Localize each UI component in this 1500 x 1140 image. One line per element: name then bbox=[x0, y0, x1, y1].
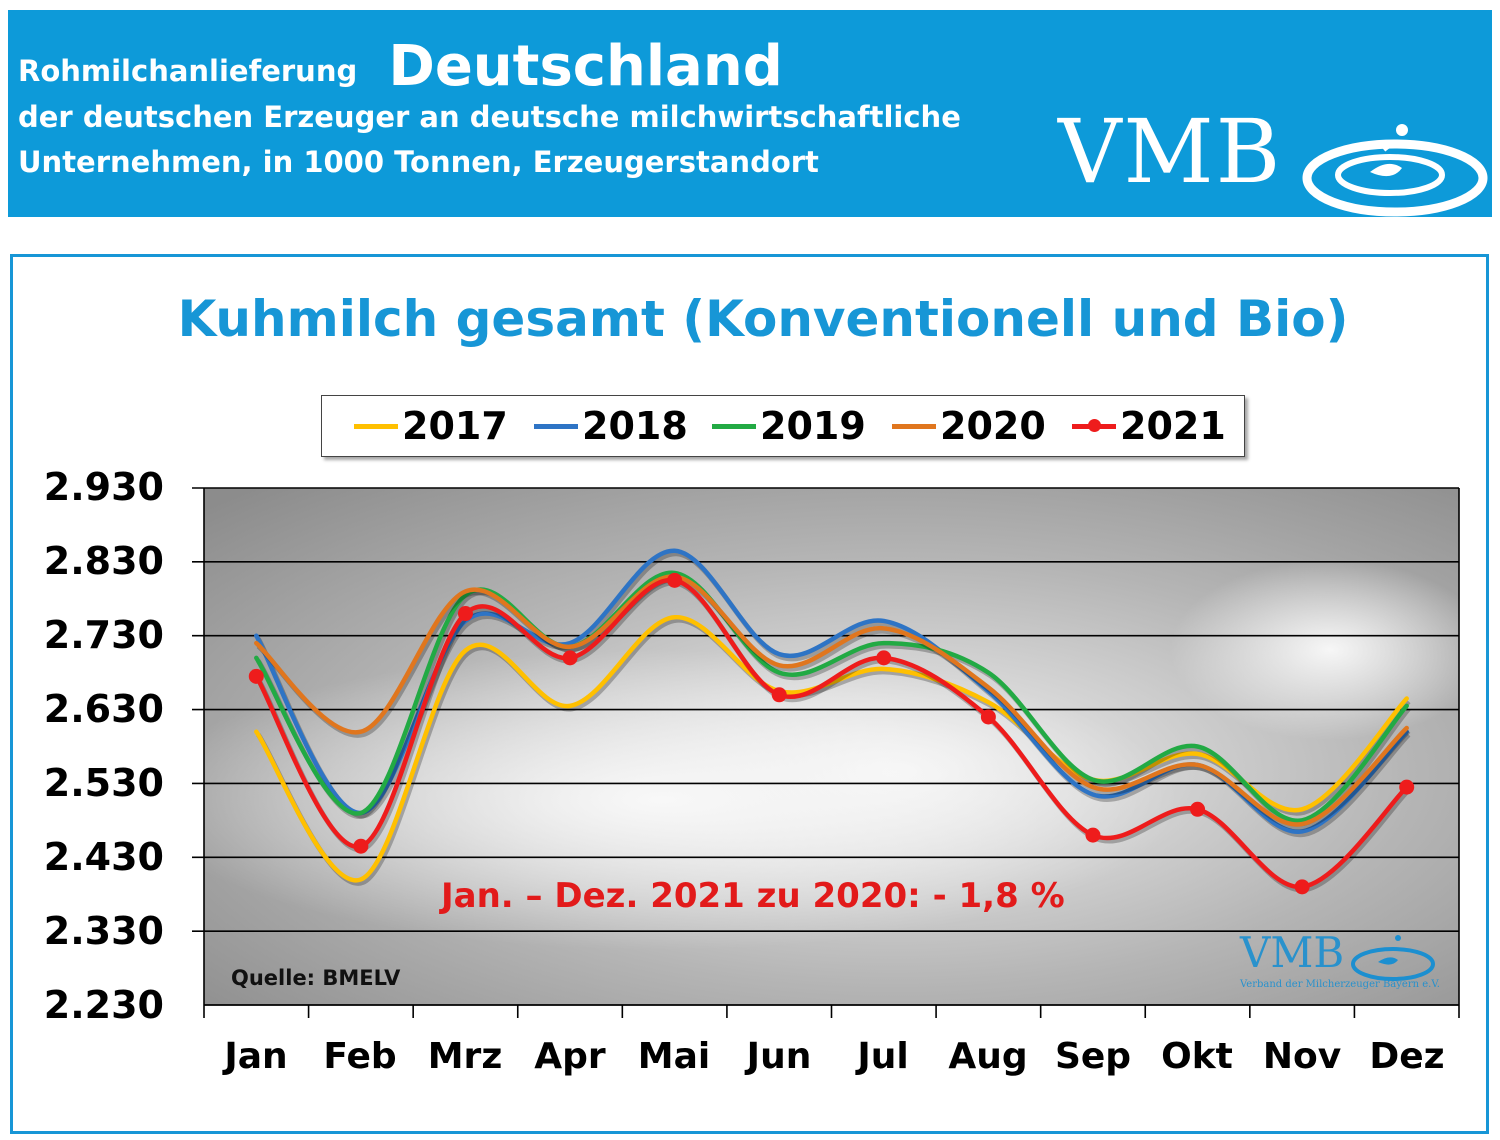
legend-swatch-2017 bbox=[354, 424, 398, 429]
y-tick-label: 2.630 bbox=[43, 687, 164, 731]
data-point-2021 bbox=[248, 668, 264, 684]
series-line-2020 bbox=[254, 574, 1409, 827]
x-tick-label: Aug bbox=[948, 1036, 1028, 1077]
header-title-row: Rohmilchanlieferung Deutschland bbox=[18, 30, 783, 99]
legend-label-2017: 2017 bbox=[402, 404, 508, 448]
milk-splash-decoration-right bbox=[1170, 560, 1490, 740]
legend-label-2018: 2018 bbox=[582, 404, 688, 448]
header-subtitle-line2: Unternehmen, in 1000 Tonnen, Erzeugersta… bbox=[18, 145, 819, 179]
x-tick-label: Feb bbox=[323, 1036, 397, 1077]
chart-legend: 2017 2018 2019 2020 2021 bbox=[321, 395, 1245, 457]
series-2021 bbox=[248, 572, 1415, 895]
legend-label-2020: 2020 bbox=[940, 404, 1046, 448]
data-point-2021 bbox=[1190, 801, 1206, 817]
milk-splash-decoration bbox=[140, 650, 1180, 950]
vmb-logo-text: VMB bbox=[1058, 100, 1283, 203]
x-tick-label: Jul bbox=[857, 1036, 909, 1077]
data-point-2021 bbox=[457, 606, 473, 622]
x-tick-label: Okt bbox=[1161, 1036, 1233, 1077]
data-point-2021 bbox=[1085, 827, 1101, 843]
series-2020 bbox=[254, 574, 1411, 830]
y-tick-label: 2.330 bbox=[43, 909, 164, 953]
vmb-milk-splash-icon bbox=[1302, 124, 1488, 217]
data-point-2021 bbox=[353, 838, 369, 854]
legend-marker-2021 bbox=[1088, 419, 1101, 432]
legend-swatch-2019 bbox=[712, 424, 756, 429]
y-tick-label: 2.430 bbox=[43, 835, 164, 879]
source-note: Quelle: BMELV bbox=[231, 966, 401, 990]
watermark-splash-icon bbox=[1351, 935, 1435, 981]
data-point-2021 bbox=[1294, 879, 1310, 895]
watermark-logo-text: VMB bbox=[1240, 928, 1345, 977]
x-tick-label: Dez bbox=[1369, 1036, 1445, 1077]
x-tick-label: Mrz bbox=[427, 1036, 503, 1077]
y-tick-label: 2.730 bbox=[43, 613, 164, 657]
legend-swatch-2018 bbox=[534, 424, 578, 429]
y-tick-label: 2.530 bbox=[43, 761, 164, 805]
x-tick-label: Jan bbox=[224, 1036, 288, 1077]
header-banner bbox=[8, 10, 1492, 217]
header-subtitle-line1: der deutschen Erzeuger an deutsche milch… bbox=[18, 100, 961, 134]
data-point-2021 bbox=[1399, 779, 1415, 795]
data-point-2021 bbox=[876, 650, 892, 666]
legend-label-2021: 2021 bbox=[1120, 404, 1226, 448]
x-tick-label: Apr bbox=[534, 1036, 606, 1077]
data-point-2021 bbox=[771, 687, 787, 703]
chart-annotation: Jan. – Dez. 2021 zu 2020: - 1,8 % bbox=[441, 876, 1065, 916]
legend-swatch-2020 bbox=[892, 424, 936, 429]
header-pretitle: Rohmilchanlieferung bbox=[18, 54, 358, 88]
series-line-2019 bbox=[254, 570, 1409, 823]
x-tick-label: Mai bbox=[637, 1036, 711, 1077]
y-tick-label: 2.230 bbox=[43, 983, 164, 1027]
data-point-2021 bbox=[667, 572, 683, 588]
chart-title: Kuhmilch gesamt (Konventionell und Bio) bbox=[177, 290, 1349, 348]
header-country: Deutschland bbox=[388, 34, 783, 99]
x-tick-label: Nov bbox=[1262, 1036, 1342, 1077]
x-tick-label: Jun bbox=[746, 1036, 812, 1077]
x-tick-label: Sep bbox=[1054, 1036, 1132, 1077]
data-point-2021 bbox=[980, 709, 996, 725]
y-tick-label: 2.930 bbox=[43, 465, 164, 509]
data-point-2021 bbox=[562, 650, 578, 666]
legend-label-2019: 2019 bbox=[760, 404, 866, 448]
watermark-subtitle: Verband der Milcherzeuger Bayern e.V. bbox=[1240, 979, 1440, 990]
y-tick-label: 2.830 bbox=[43, 539, 164, 583]
series-2019 bbox=[254, 570, 1411, 827]
